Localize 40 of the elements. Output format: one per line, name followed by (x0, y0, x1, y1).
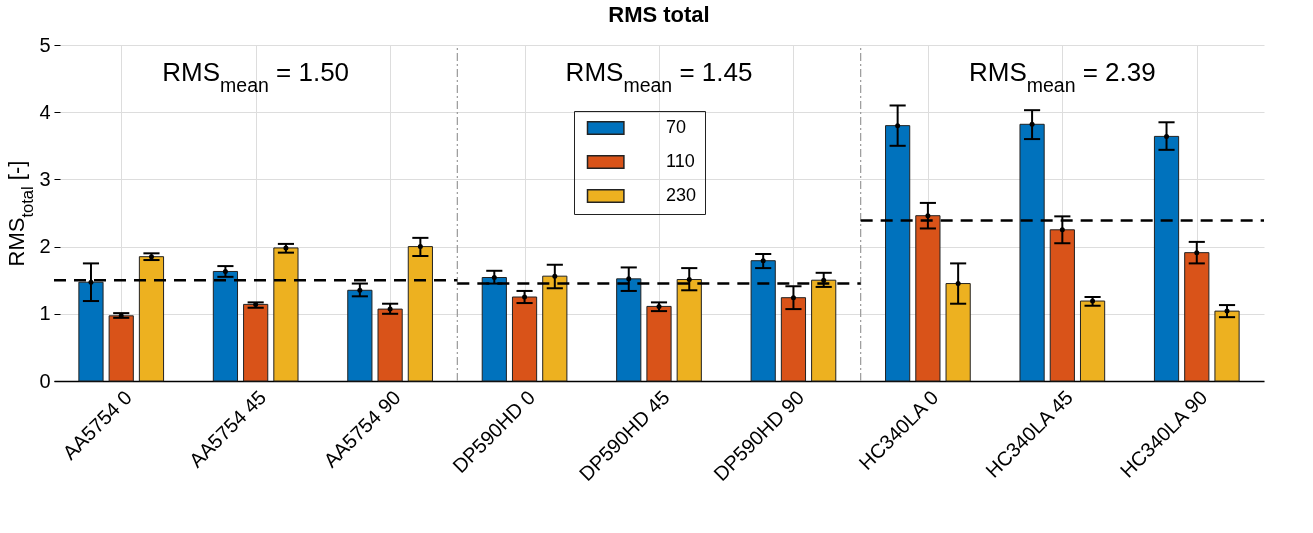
bar (915, 215, 941, 382)
bar (511, 296, 538, 382)
bar (811, 279, 837, 382)
bar (616, 278, 642, 382)
annotation: RMS$_{mean}$ = 1.50 (162, 57, 350, 96)
bar (676, 279, 702, 382)
y-tick-label: 4 (39, 100, 51, 123)
bar (1019, 123, 1045, 382)
y-tick-label: 3 (39, 167, 51, 190)
bar (347, 289, 373, 382)
annotation: RMS$_{mean}$ = 1.45 (565, 57, 753, 96)
bar (945, 283, 971, 382)
annotation: RMS$_{mean}$ = 2.39 (968, 57, 1156, 96)
bar (243, 303, 269, 382)
bar (646, 305, 672, 382)
y-tick-label: 2 (39, 235, 51, 258)
chart-title: RMS total (608, 2, 710, 27)
bar (1184, 252, 1210, 382)
bar (1153, 135, 1180, 382)
bar (481, 277, 507, 382)
legend-label: 230 (666, 185, 697, 205)
bar (407, 246, 433, 382)
bar (1214, 310, 1240, 382)
bar (885, 125, 911, 382)
bar (377, 308, 403, 382)
bar (1079, 300, 1106, 382)
y-tick-label: 5 (39, 33, 51, 56)
bar (212, 270, 239, 382)
bar (750, 260, 776, 382)
bar (780, 297, 807, 382)
y-tick-label: 0 (39, 369, 51, 392)
legend-label: 110 (666, 151, 695, 171)
y-tick-label: 1 (39, 302, 51, 325)
bar (273, 247, 299, 382)
bar (1049, 229, 1075, 382)
legend-label: 70 (666, 117, 687, 137)
bar (542, 275, 568, 382)
bar (108, 315, 134, 382)
bar (138, 256, 165, 382)
bar (78, 281, 104, 382)
